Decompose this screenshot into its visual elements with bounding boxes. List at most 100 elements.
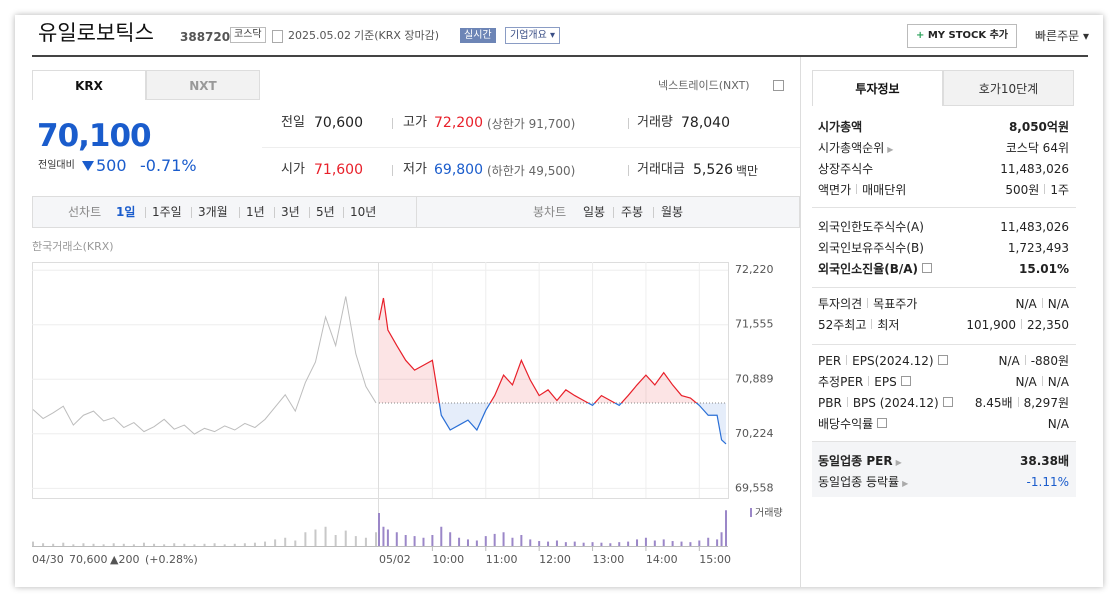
- volume-bar: [32, 541, 34, 546]
- tab-krx[interactable]: KRX: [32, 70, 146, 100]
- period-item[interactable]: 1일: [116, 205, 136, 219]
- mystock-text: MY STOCK 추가: [927, 30, 1009, 41]
- volume-bar: [520, 535, 523, 546]
- info-label-text: EPS(2024.12): [852, 354, 934, 368]
- y-tick-label: 70,889: [735, 372, 774, 385]
- help-icon[interactable]: [877, 418, 888, 428]
- period-sep: [343, 207, 344, 218]
- volume-bar: [173, 543, 176, 546]
- volume-bar: [662, 539, 665, 546]
- info-label: 상장주식수: [818, 161, 873, 177]
- summary-change: ▲200: [110, 553, 139, 566]
- stat-label: 거래량: [637, 115, 673, 130]
- area-down: [439, 402, 726, 444]
- info-label: 외국인소진율(B/A): [818, 261, 933, 277]
- period-item[interactable]: 10년: [350, 205, 377, 219]
- help-icon[interactable]: [937, 355, 948, 365]
- volume-bar: [153, 543, 156, 546]
- info-value-text: N/A: [1047, 375, 1069, 389]
- info-value: 500원 1주: [1005, 182, 1069, 198]
- help-icon[interactable]: [922, 263, 933, 273]
- arrow: ▶: [895, 458, 902, 467]
- volume-bar: [264, 541, 267, 546]
- volume-bar: [653, 540, 656, 546]
- volume-bar: [274, 539, 277, 546]
- volume-bar: [334, 535, 337, 546]
- period-sep: [613, 207, 614, 218]
- company-overview[interactable]: 기업개요 ▾: [505, 27, 561, 44]
- period-item[interactable]: 3년: [281, 205, 300, 219]
- x-tick-label: 13:00: [593, 553, 625, 566]
- period-item[interactable]: 5년: [316, 205, 335, 219]
- volume-bar: [294, 540, 297, 546]
- x-tick-label: 12:00: [539, 553, 571, 566]
- volume-bar: [395, 532, 398, 546]
- volume-bar: [644, 537, 647, 546]
- volume-bar: [52, 543, 55, 546]
- info-value: 38.38배: [1020, 453, 1069, 469]
- period-sep: [309, 207, 310, 218]
- info-value: 11,483,026: [1000, 161, 1069, 177]
- volume-bar: [42, 543, 45, 546]
- y-tick-label: 69,558: [735, 481, 774, 494]
- header-rule: [32, 55, 1088, 57]
- info-value-text: N/A: [1047, 417, 1069, 431]
- period-item[interactable]: 3개월: [198, 205, 228, 219]
- info-value-text: 11,483,026: [1000, 220, 1069, 234]
- info-label-text: 시가총액순위: [818, 141, 885, 155]
- info-value-text: 8,297원: [1023, 396, 1069, 410]
- quick-order[interactable]: 빠른주문 ▾: [1035, 29, 1090, 43]
- sector-bg: [812, 441, 1076, 497]
- date-icon: [272, 30, 283, 43]
- stat-value: 70,600: [314, 115, 363, 131]
- info-value: N/A N/A: [1016, 296, 1069, 312]
- nxt-link[interactable]: 넥스트레이드(NXT): [658, 79, 750, 92]
- stat-sep: [392, 118, 393, 129]
- info-value: 1,723,493: [1008, 240, 1069, 256]
- summary-close: 70,600: [69, 553, 108, 566]
- x-tick-label: 10:00: [432, 553, 464, 566]
- invest-tab-active[interactable]: 투자정보: [812, 70, 943, 106]
- info-label-text: PBR: [818, 396, 842, 410]
- tab-nxt[interactable]: NXT: [146, 70, 260, 100]
- today-date: 05/02: [379, 553, 411, 566]
- summary-date: 04/30: [32, 553, 64, 566]
- arrow: ▶: [902, 479, 909, 488]
- chart-source: 한국거래소(KRX): [32, 240, 114, 253]
- volume-bar: [375, 532, 377, 546]
- period-item[interactable]: 1년: [246, 205, 265, 219]
- volume-bar: [92, 543, 95, 546]
- period-sep: [274, 207, 275, 218]
- info-value-text: 11,483,026: [1000, 162, 1069, 176]
- period-item[interactable]: 주봉: [621, 205, 644, 219]
- stock-code: 388720: [180, 30, 231, 44]
- help-icon[interactable]: [900, 376, 911, 386]
- info-label: 추정PER EPS: [818, 374, 911, 390]
- value-sep: [1021, 319, 1022, 329]
- info-value-text: N/A: [1015, 375, 1037, 389]
- info-label: 배당수익률: [818, 416, 888, 432]
- info-label-text: 목표주가: [873, 297, 918, 311]
- section-rule: [812, 441, 1076, 442]
- realtime-badge[interactable]: 실시간: [460, 28, 496, 43]
- help-icon[interactable]: [942, 397, 953, 407]
- volume-bar: [223, 544, 226, 546]
- value-sep: [1044, 184, 1046, 194]
- volume-bar: [475, 540, 478, 546]
- period-item[interactable]: 월봉: [661, 205, 684, 219]
- info-label-text: 52주최고: [818, 318, 867, 332]
- period-item[interactable]: 1주일: [152, 205, 182, 219]
- period-item[interactable]: 일봉: [583, 205, 606, 219]
- change-label: 전일대비: [38, 160, 75, 171]
- info-value: 8.45배 8,297원: [975, 395, 1069, 411]
- volume-bar: [253, 542, 256, 546]
- stats-rule: [262, 147, 800, 148]
- volume-bar: [183, 543, 186, 546]
- invest-tab[interactable]: 호가10단계: [943, 70, 1074, 106]
- period-sep: [653, 207, 654, 218]
- mystock-button[interactable]: + MY STOCK 추가: [907, 24, 1017, 48]
- change-value: 500: [96, 156, 127, 175]
- info-value: 코스닥 64위: [1006, 140, 1069, 156]
- company-overview-text: 기업개요: [510, 30, 547, 41]
- volume-bar: [386, 529, 389, 546]
